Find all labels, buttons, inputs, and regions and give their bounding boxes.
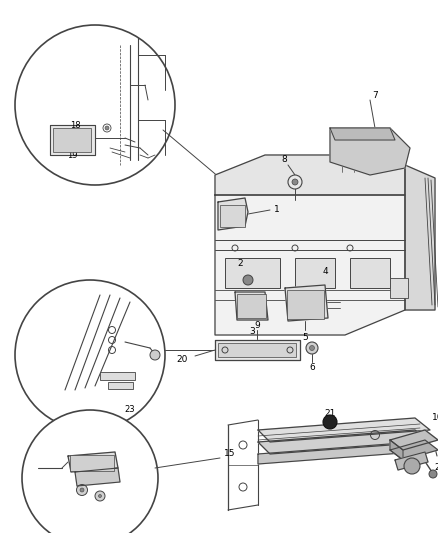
Text: 21: 21 [324, 408, 336, 417]
Bar [100, 372, 135, 380]
Circle shape [150, 350, 160, 360]
Bar [108, 382, 133, 389]
Circle shape [292, 179, 298, 185]
Polygon shape [285, 285, 328, 321]
Polygon shape [258, 430, 430, 454]
Circle shape [243, 275, 253, 285]
Circle shape [323, 415, 337, 429]
Text: 20: 20 [177, 356, 188, 365]
Text: 10: 10 [432, 414, 438, 423]
Text: 2: 2 [237, 259, 243, 268]
Text: 9: 9 [254, 320, 260, 329]
Text: 15: 15 [224, 449, 236, 458]
Polygon shape [258, 442, 415, 464]
Bar [225, 258, 280, 288]
Polygon shape [75, 468, 120, 486]
Polygon shape [405, 165, 435, 310]
Text: 3: 3 [249, 327, 255, 336]
Circle shape [80, 488, 84, 492]
Polygon shape [215, 155, 405, 195]
Circle shape [306, 342, 318, 354]
Circle shape [288, 175, 302, 189]
Circle shape [95, 491, 105, 501]
Text: 8: 8 [281, 156, 287, 165]
Circle shape [22, 410, 158, 533]
Text: 1: 1 [274, 205, 280, 214]
Text: 18: 18 [70, 120, 80, 130]
Polygon shape [218, 198, 248, 230]
Text: 19: 19 [67, 150, 77, 159]
Polygon shape [258, 418, 430, 442]
Circle shape [429, 470, 437, 478]
Text: 22: 22 [434, 464, 438, 472]
Text: 23: 23 [125, 406, 135, 415]
Circle shape [15, 280, 165, 430]
Bar [350, 258, 390, 288]
Polygon shape [330, 128, 395, 140]
Text: 7: 7 [372, 91, 378, 100]
Polygon shape [390, 430, 438, 450]
Text: 4: 4 [322, 266, 328, 276]
Polygon shape [395, 452, 428, 470]
Circle shape [404, 458, 420, 474]
Circle shape [99, 495, 102, 497]
Polygon shape [215, 195, 405, 335]
Polygon shape [235, 292, 268, 320]
Circle shape [77, 484, 88, 496]
Text: 5: 5 [302, 333, 308, 342]
Bar [70, 455, 114, 471]
Bar [295, 258, 335, 288]
Circle shape [15, 25, 175, 185]
Bar [287, 290, 324, 319]
Polygon shape [215, 340, 300, 360]
Circle shape [310, 345, 314, 351]
Polygon shape [390, 440, 403, 460]
Polygon shape [330, 128, 410, 175]
Polygon shape [390, 440, 438, 460]
Bar [220, 205, 245, 227]
Circle shape [105, 126, 109, 130]
Bar [218, 343, 296, 357]
Polygon shape [50, 125, 95, 155]
Polygon shape [68, 452, 118, 472]
Text: 6: 6 [309, 364, 315, 373]
Bar [237, 294, 266, 318]
Bar [390, 278, 408, 298]
Bar [53, 128, 91, 152]
